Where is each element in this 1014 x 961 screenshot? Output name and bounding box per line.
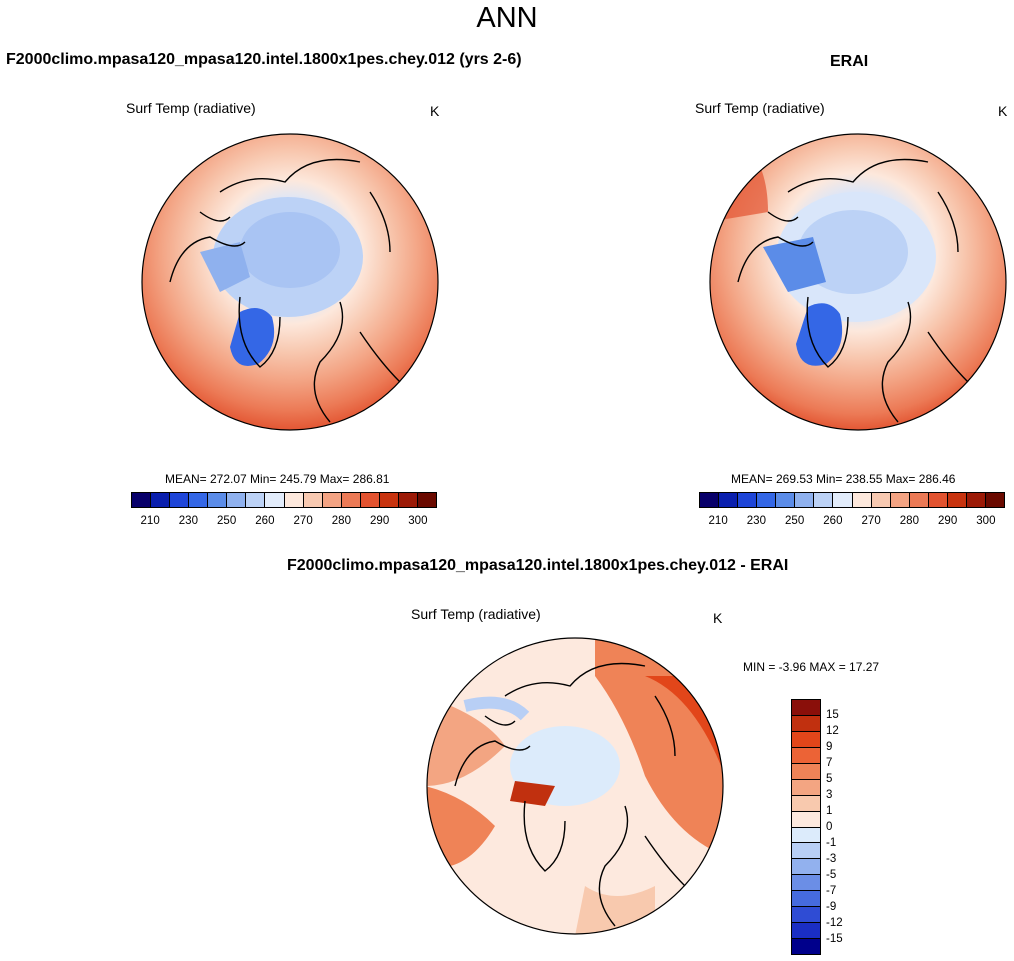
colorbar-erai-swatch <box>700 493 720 507</box>
colorbar-model-swatch <box>189 493 209 507</box>
panel-3-heading: F2000climo.mpasa120_mpasa120.intel.1800x… <box>287 557 789 574</box>
colorbar-model-swatch <box>170 493 190 507</box>
colorbar-erai-swatch <box>852 493 872 507</box>
panel-3-stats: MIN = -3.96 MAX = 17.27 <box>743 660 880 674</box>
polar-map-erai <box>709 133 1007 431</box>
colorbar-difference-tick-label: 7 <box>826 757 833 769</box>
colorbar-difference-swatch <box>792 811 820 828</box>
colorbar-model-swatch <box>132 493 152 507</box>
colorbar-erai-tick-label: 230 <box>746 515 766 527</box>
colorbar-difference-tick-label: 1 <box>826 805 833 817</box>
colorbar-erai-swatch <box>928 493 948 507</box>
colorbar-difference-swatch <box>792 939 820 954</box>
colorbar-model-swatch <box>417 493 436 507</box>
colorbar-erai-swatch <box>909 493 929 507</box>
colorbar-model-swatch <box>379 493 399 507</box>
colorbar-difference-tick-label: -1 <box>826 837 837 849</box>
panel-1-units: K <box>430 103 440 119</box>
colorbar-model-swatch <box>341 493 361 507</box>
colorbar-difference-tick-label: -3 <box>826 853 837 865</box>
colorbar-difference-swatch <box>792 747 820 764</box>
colorbar-difference-swatch <box>792 843 820 860</box>
colorbar-difference-swatch <box>792 907 820 924</box>
colorbar-model-swatch <box>284 493 304 507</box>
colorbar-erai-swatch <box>757 493 777 507</box>
colorbar-difference-tick-label: 5 <box>826 773 833 785</box>
colorbar-erai-tick-label: 210 <box>708 515 728 527</box>
colorbar-difference-tick-label: 0 <box>826 821 833 833</box>
colorbar-difference-tick-label: -9 <box>826 901 837 913</box>
panel-2-heading: ERAI <box>830 53 869 70</box>
colorbar-model-tick-label: 250 <box>217 515 237 527</box>
polar-map-difference <box>426 637 724 935</box>
colorbar-difference-swatch <box>792 795 820 812</box>
colorbar-model-swatch <box>360 493 380 507</box>
colorbar-model-swatch <box>322 493 342 507</box>
colorbar-erai-swatch <box>871 493 891 507</box>
colorbar-difference-tick-label: -5 <box>826 869 837 881</box>
colorbar-model-swatch <box>246 493 266 507</box>
colorbar-erai-tick-label: 250 <box>785 515 805 527</box>
colorbar-model-tick-label: 210 <box>140 515 160 527</box>
colorbar-difference-swatch <box>792 891 820 908</box>
panel-2-units: K <box>998 103 1008 119</box>
panel-3-units: K <box>713 610 723 626</box>
colorbar-difference-swatch <box>792 859 820 876</box>
colorbar-erai-swatch <box>947 493 967 507</box>
colorbar-model <box>131 492 437 508</box>
panel-2-stats: MEAN= 269.53 Min= 238.55 Max= 286.46 <box>731 472 956 486</box>
colorbar-difference-tick-label: -12 <box>826 917 843 929</box>
colorbar-model-tick-label: 230 <box>178 515 198 527</box>
colorbar-difference-swatch <box>792 875 820 892</box>
colorbar-model-swatch <box>151 493 171 507</box>
colorbar-model-swatch <box>227 493 247 507</box>
colorbar-difference-tick-label: 12 <box>826 725 839 737</box>
colorbar-erai-tick-label: 280 <box>899 515 919 527</box>
colorbar-difference-swatch <box>792 763 820 780</box>
colorbar-model-tick-label: 290 <box>370 515 390 527</box>
colorbar-difference-swatch <box>792 731 820 748</box>
colorbar-erai-swatch <box>776 493 796 507</box>
panel-3-variable-label: Surf Temp (radiative) <box>411 606 541 622</box>
colorbar-erai-swatch <box>833 493 853 507</box>
colorbar-model-swatch <box>303 493 323 507</box>
colorbar-erai-tick-label: 270 <box>861 515 881 527</box>
polar-map-model <box>141 133 439 431</box>
colorbar-difference-swatch <box>792 827 820 844</box>
colorbar-erai-tick-label: 260 <box>823 515 843 527</box>
figure-title: ANN <box>476 2 538 34</box>
colorbar-erai-swatch <box>719 493 739 507</box>
colorbar-difference <box>791 699 821 955</box>
colorbar-model-swatch <box>265 493 285 507</box>
colorbar-difference-swatch <box>792 700 820 716</box>
panel-1-stats: MEAN= 272.07 Min= 245.79 Max= 286.81 <box>165 472 390 486</box>
colorbar-difference-tick-label: -7 <box>826 885 837 897</box>
colorbar-difference-swatch <box>792 779 820 796</box>
colorbar-erai-swatch <box>814 493 834 507</box>
colorbar-erai-tick-label: 300 <box>976 515 996 527</box>
panel-1-heading: F2000climo.mpasa120_mpasa120.intel.1800x… <box>6 51 522 68</box>
colorbar-erai <box>699 492 1005 508</box>
colorbar-erai-swatch <box>966 493 986 507</box>
colorbar-model-tick-label: 280 <box>331 515 351 527</box>
panel-2-variable-label: Surf Temp (radiative) <box>695 100 825 116</box>
colorbar-difference-tick-label: 3 <box>826 789 833 801</box>
colorbar-model-swatch <box>208 493 228 507</box>
colorbar-model-swatch <box>398 493 418 507</box>
colorbar-erai-swatch <box>890 493 910 507</box>
colorbar-erai-swatch <box>985 493 1004 507</box>
colorbar-erai-swatch <box>795 493 815 507</box>
colorbar-difference-swatch <box>792 923 820 940</box>
colorbar-difference-tick-label: 9 <box>826 741 833 753</box>
colorbar-model-tick-label: 270 <box>293 515 313 527</box>
colorbar-erai-tick-label: 290 <box>938 515 958 527</box>
colorbar-model-tick-label: 300 <box>408 515 428 527</box>
colorbar-erai-swatch <box>738 493 758 507</box>
colorbar-difference-swatch <box>792 715 820 732</box>
colorbar-difference-tick-label: -15 <box>826 933 843 945</box>
panel-1-variable-label: Surf Temp (radiative) <box>126 100 256 116</box>
colorbar-difference-tick-label: 15 <box>826 709 839 721</box>
colorbar-model-tick-label: 260 <box>255 515 275 527</box>
